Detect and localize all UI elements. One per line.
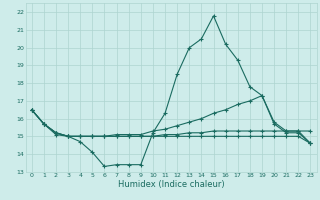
X-axis label: Humidex (Indice chaleur): Humidex (Indice chaleur) (118, 180, 224, 189)
